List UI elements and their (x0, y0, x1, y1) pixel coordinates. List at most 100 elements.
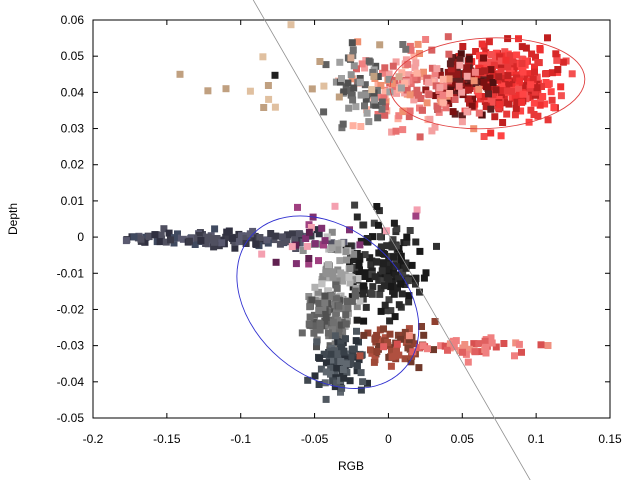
data-point (390, 219, 398, 227)
data-point (319, 303, 327, 311)
data-point (379, 263, 387, 271)
data-point (515, 340, 523, 348)
data-point (478, 40, 486, 48)
data-point (333, 277, 341, 285)
data-point (320, 108, 328, 116)
data-point (151, 231, 159, 239)
data-point (464, 86, 472, 94)
data-point (510, 78, 517, 86)
data-point (383, 107, 391, 115)
data-point (315, 257, 322, 265)
data-point (440, 82, 448, 90)
data-point (299, 247, 307, 254)
data-point (364, 238, 372, 246)
y-tick-label: 0.06 (61, 13, 85, 27)
data-point (512, 339, 520, 347)
data-point (330, 356, 337, 364)
data-point (405, 292, 413, 300)
data-point (533, 84, 541, 92)
data-point (404, 60, 412, 68)
data-point (356, 297, 364, 305)
data-point (534, 112, 542, 120)
data-point (331, 322, 339, 330)
data-point (380, 343, 388, 351)
data-point (444, 33, 452, 41)
data-point (406, 42, 414, 50)
data-point (478, 60, 486, 67)
data-point (170, 234, 178, 242)
data-point (288, 243, 296, 251)
data-point (449, 81, 457, 89)
data-point (410, 74, 418, 82)
data-point (238, 232, 245, 240)
data-point (501, 99, 508, 107)
data-point (378, 98, 386, 106)
data-point (353, 367, 361, 375)
data-point (436, 84, 444, 92)
data-point (395, 351, 403, 359)
data-point (338, 384, 346, 392)
y-tick-label: -0.04 (57, 375, 85, 389)
data-point (349, 96, 357, 104)
data-point (195, 232, 203, 239)
data-point (422, 269, 430, 277)
data-point (352, 337, 360, 345)
data-point (442, 104, 450, 112)
data-point (524, 70, 532, 78)
data-point (527, 106, 535, 114)
data-point (364, 379, 371, 387)
data-point (383, 242, 391, 250)
data-point (489, 71, 497, 78)
data-point (283, 238, 291, 246)
data-point (568, 70, 576, 78)
data-point (392, 271, 400, 279)
data-point (204, 233, 212, 241)
data-point (456, 56, 464, 64)
data-point (548, 69, 556, 77)
data-point (246, 230, 254, 238)
data-point (496, 101, 504, 108)
data-point (407, 46, 415, 54)
data-point (489, 91, 497, 99)
data-point (363, 109, 371, 117)
data-point (415, 344, 423, 352)
data-point (310, 329, 318, 337)
y-tick-label: 0.02 (61, 158, 85, 172)
data-point (431, 123, 439, 131)
data-point (231, 244, 239, 252)
data-point (325, 287, 333, 295)
y-tick-label: -0.02 (57, 302, 85, 316)
data-point (458, 88, 466, 96)
data-point (505, 100, 513, 108)
data-point (370, 72, 378, 80)
data-point (392, 242, 400, 250)
data-point (369, 233, 376, 241)
data-point (388, 80, 396, 88)
data-point (414, 40, 422, 48)
data-point (526, 94, 534, 101)
data-point (311, 372, 319, 380)
data-point (345, 273, 353, 281)
data-point (513, 51, 521, 59)
data-point (406, 227, 414, 234)
data-point (513, 98, 521, 106)
data-point (398, 290, 406, 298)
x-tick-label: 0 (385, 432, 392, 446)
data-point (341, 271, 349, 279)
data-point (402, 56, 410, 64)
data-point (480, 78, 488, 86)
data-point (321, 299, 329, 307)
data-point (222, 85, 230, 93)
data-point (328, 293, 336, 301)
data-point (449, 108, 457, 116)
data-point (456, 61, 464, 69)
data-point (338, 124, 346, 132)
data-point (377, 82, 385, 89)
data-point (319, 273, 327, 281)
data-point (405, 336, 413, 344)
data-point (397, 335, 405, 343)
data-point (322, 368, 330, 376)
data-point (412, 212, 420, 220)
data-point (322, 359, 330, 367)
data-point (302, 235, 310, 242)
